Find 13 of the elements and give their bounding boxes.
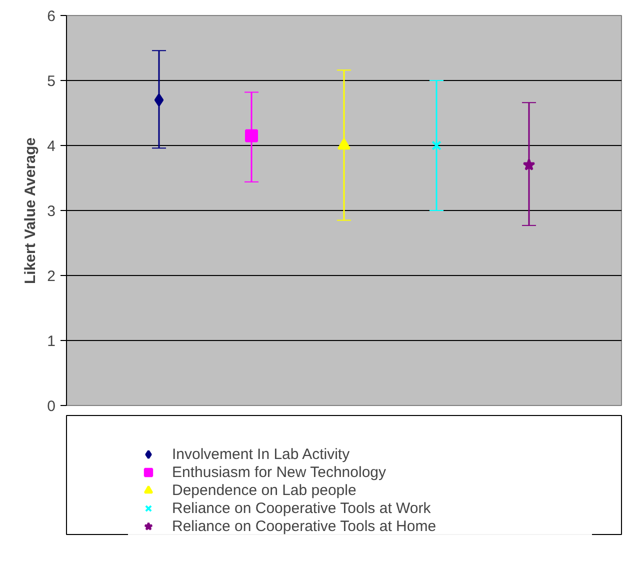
y-tick-label: 5 [47, 73, 56, 90]
y-tick-label: 0 [47, 398, 56, 415]
y-tick-label: 1 [47, 333, 56, 350]
y-tick-label: 2 [47, 268, 56, 285]
y-tick-label: 4 [47, 138, 56, 155]
legend-label: Reliance on Cooperative Tools at Home [172, 517, 438, 535]
legend-label: Reliance on Cooperative Tools at Work [172, 499, 432, 517]
y-axis-title: Likert Value Average [22, 138, 40, 284]
y-tick-label: 3 [47, 203, 56, 220]
legend-label: Enthusiasm for New Technology [172, 463, 387, 481]
legend-label: Involvement In Lab Activity [172, 445, 351, 463]
legend-label: Dependence on Lab people [172, 481, 358, 499]
y-tick-label: 6 [47, 8, 56, 25]
